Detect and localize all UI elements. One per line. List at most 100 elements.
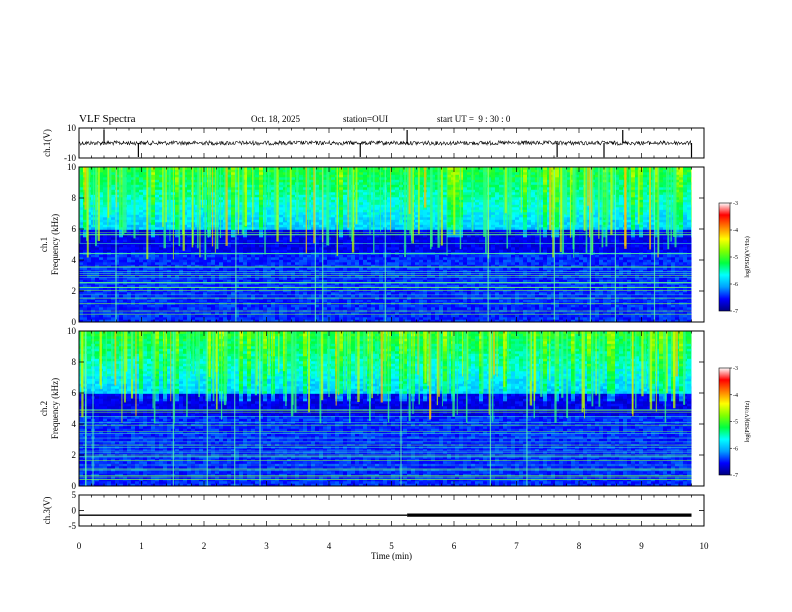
ch1-spectrogram-cell	[167, 314, 172, 318]
ch1-spectrogram-cell	[79, 287, 84, 290]
ch1-spectrogram-cell	[147, 192, 152, 195]
ch1-spectrogram-cell	[171, 262, 176, 265]
ch1-spectrogram-cell	[339, 239, 344, 243]
ch1-spectrogram-cell	[239, 262, 244, 265]
ch1-spectrogram-cell	[115, 314, 120, 318]
ch1-spectrogram-cell	[95, 194, 100, 198]
ch1-spectrogram-cell	[219, 224, 224, 228]
ch1-spectrogram-cell	[355, 244, 360, 248]
ch1-spectrogram-cell	[199, 257, 204, 260]
ch1-spectrogram-cell	[367, 207, 372, 210]
ch1-spectrogram-cell	[183, 307, 188, 310]
ch1-spectrogram-cell	[131, 189, 136, 193]
ch1-spectrogram-cell	[143, 292, 148, 295]
ch1-spectrogram-cell	[343, 167, 348, 170]
ch1-spectrogram-cell	[259, 232, 264, 235]
ch1-spectrogram-cell	[159, 167, 164, 170]
ch1-spectrogram-cell	[379, 194, 384, 198]
ch1-spectrogram-cell	[219, 279, 224, 283]
ch1-spectrogram-cell	[79, 292, 84, 295]
ch1-spectrogram-cell	[83, 237, 88, 240]
ch1-spectrogram-cell	[295, 267, 300, 270]
ch1-spectrogram-cell	[347, 212, 352, 215]
ch1-spectrogram-cell	[311, 299, 316, 303]
ch1-spectrogram-cell	[223, 299, 228, 303]
ch1-spectrogram-cell	[167, 317, 172, 320]
ch1-spectrogram-cell	[143, 217, 148, 220]
ch1-spectrogram-cell	[263, 317, 268, 320]
ch1-spectrogram-cell	[135, 177, 140, 180]
ch1-spectrogram-cell	[387, 257, 392, 260]
ch1-spectrogram-cell	[231, 182, 236, 185]
ch1-spectrogram-cell	[143, 179, 148, 183]
ch1-spectrogram-cell	[79, 179, 84, 183]
ch1-spectrogram-cell	[131, 199, 136, 203]
ch1-spectrogram-cell	[99, 234, 104, 238]
ch1-spectrogram-cell	[307, 307, 312, 310]
ch1-spectrogram-cell	[219, 267, 224, 270]
ch1-spectrogram-cell	[303, 167, 308, 170]
ch1-spectrogram-cell	[387, 314, 392, 318]
ch1-spectrogram-cell	[291, 304, 296, 308]
ch1-spectrogram-cell	[315, 219, 320, 223]
ch1-spectrogram-cell	[155, 247, 160, 250]
ch1-spectrogram-cell	[139, 189, 144, 193]
ch1-spectrogram-cell	[331, 292, 336, 295]
ch1-spectrogram-cell	[283, 212, 288, 215]
ch1-spectrogram-cell	[199, 192, 204, 195]
ch1-spectrogram-cell	[159, 264, 164, 268]
ch1-spectrogram-cell	[139, 254, 144, 258]
ch1-spectrogram-cell	[271, 219, 276, 223]
ch1-spectrogram-cell	[331, 204, 336, 208]
ch1-spectrogram-cell	[79, 187, 84, 190]
ch1-spectrogram-cell	[115, 222, 120, 225]
ch1-spectrogram-cell	[223, 304, 228, 308]
ch1-spectrogram-cell	[87, 317, 92, 320]
ch1-spectrogram-cell	[95, 227, 100, 230]
ch1-spectrogram-cell	[111, 249, 116, 253]
ch1-spectrogram-cell	[379, 177, 384, 180]
ch1-spectrogram-cell	[323, 292, 328, 295]
ch1-spectrogram-cell	[155, 202, 160, 205]
ch1-spectrogram-cell	[263, 287, 268, 290]
ch1-spectrogram-cell	[331, 312, 336, 315]
ch1-spectrogram-cell	[271, 222, 276, 225]
ch1-spectrogram-cell	[127, 169, 132, 173]
ch1-spectrogram-cell	[299, 184, 304, 188]
ch1-spectrogram-cell	[127, 237, 132, 240]
ch1-spectrogram-cell	[179, 249, 184, 253]
ch1-spectrogram-cell	[179, 234, 184, 238]
ch1-spectrogram-cell	[347, 314, 352, 318]
ch1-spectrogram-cell	[99, 317, 104, 320]
ch1-spectrogram-cell	[111, 267, 116, 270]
ch1-spectrogram-cell	[179, 274, 184, 278]
ch1-spectrogram-cell	[271, 254, 276, 258]
ch1-spectrogram-cell	[195, 319, 200, 322]
ch1-spectrogram-cell	[379, 207, 384, 210]
ch1-spectrogram-cell	[103, 264, 108, 268]
ch1-spectrogram-cell	[179, 222, 184, 225]
ch1-spectrogram-cell	[243, 304, 248, 308]
ch1-spectrogram-cell	[219, 269, 224, 273]
ch1-spectrogram-cell	[223, 232, 228, 235]
ch1-spectrogram-cell	[147, 317, 152, 320]
ch1-spectrogram-cell	[139, 232, 144, 235]
ch1-spectrogram-cell	[235, 254, 240, 258]
ch1-spectrogram-cell	[111, 219, 116, 223]
ch1-spectrogram-cell	[131, 209, 136, 213]
ch1-spectrogram-cell	[327, 184, 332, 188]
ch1-spectrogram-cell	[315, 174, 320, 178]
ch1-waveform-ytick-label: -10	[64, 153, 76, 163]
ch1-spectrogram-cell	[291, 169, 296, 173]
ch1-spectrogram-cell	[219, 182, 224, 185]
ch1-spectrogram-cell	[227, 259, 232, 263]
ch1-spectrogram-cell	[327, 199, 332, 203]
ch1-spectrogram-cell	[119, 287, 124, 290]
ch1-spectrogram-cell	[283, 259, 288, 263]
ch1-spectrogram-cell	[239, 184, 244, 188]
ch1-spectrogram-cell	[79, 304, 84, 308]
ch1-spectrogram-cell	[387, 199, 392, 203]
ch1-spectrogram-cell	[391, 239, 396, 243]
ch1-spectrogram-cell	[259, 317, 264, 320]
ch1-spectrogram-cell	[195, 264, 200, 268]
